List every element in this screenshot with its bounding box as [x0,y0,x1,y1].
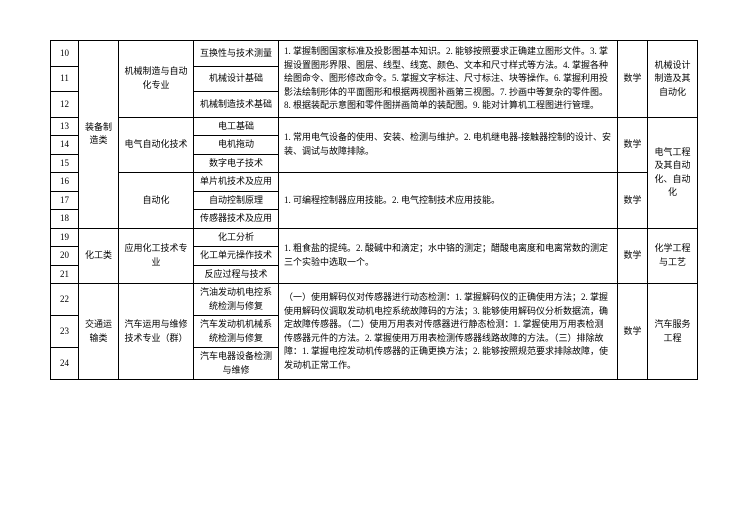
course-cell: 自动控制原理 [194,191,279,210]
major-cell: 自动化 [119,173,194,229]
row-num: 24 [51,348,79,380]
desc-cell: 1. 常用电气设备的使用、安装、检测与维护。2. 电机继电器-接触器控制的设计、… [279,117,618,173]
row-num: 16 [51,173,79,192]
math-cell: 数学 [618,228,648,284]
target-cell: 化学工程与工艺 [648,228,698,284]
course-cell: 机械制造技术基础 [194,92,279,118]
row-num: 21 [51,265,79,284]
course-cell: 汽油发动机电控系统检测与修复 [194,284,279,316]
course-cell: 数字电子技术 [194,154,279,173]
major-cell: 机械制造与自动化专业 [119,41,194,118]
math-cell: 数学 [618,41,648,118]
row-num: 10 [51,41,79,67]
math-cell: 数学 [618,173,648,229]
course-cell: 传感器技术及应用 [194,210,279,229]
table-row: 22 交通运输类 汽车运用与维修技术专业（群） 汽油发动机电控系统检测与修复 （… [51,284,698,316]
row-num: 19 [51,228,79,247]
row-num: 12 [51,92,79,118]
table-row: 16 自动化 单片机技术及应用 1. 可编程控制器应用技能。2. 电气控制技术应… [51,173,698,192]
target-cell: 电气工程及其自动化、自动化 [648,117,698,228]
row-num: 15 [51,154,79,173]
course-cell: 化工单元操作技术 [194,247,279,266]
row-num: 14 [51,136,79,155]
major-cell: 应用化工技术专业 [119,228,194,284]
course-cell: 化工分析 [194,228,279,247]
course-cell: 汽车发动机机械系统检测与修复 [194,316,279,348]
math-cell: 数学 [618,284,648,380]
desc-cell: （一）使用解码仪对传感器进行动态检测：1. 掌握解码仪的正确使用方法；2. 掌握… [279,284,618,380]
category-cell: 化工类 [79,228,119,284]
curriculum-table: 10 装备制造类 机械制造与自动化专业 互换性与技术测量 1. 掌握制图国家标准… [50,40,698,380]
category-cell: 装备制造类 [79,41,119,229]
row-num: 13 [51,117,79,136]
row-num: 20 [51,247,79,266]
table-row: 10 装备制造类 机械制造与自动化专业 互换性与技术测量 1. 掌握制图国家标准… [51,41,698,67]
desc-cell: 1. 粗食盐的提纯。2. 酸碱中和滴定；水中铬的测定；醋酸电离度和电离常数的测定… [279,228,618,284]
math-cell: 数学 [618,117,648,173]
row-num: 11 [51,66,79,92]
major-cell: 汽车运用与维修技术专业（群） [119,284,194,380]
row-num: 23 [51,316,79,348]
major-cell: 电气自动化技术 [119,117,194,173]
target-cell: 汽车服务工程 [648,284,698,380]
row-num: 18 [51,210,79,229]
category-cell: 交通运输类 [79,284,119,380]
course-cell: 单片机技术及应用 [194,173,279,192]
course-cell: 电工基础 [194,117,279,136]
row-num: 17 [51,191,79,210]
target-cell: 机械设计制造及其自动化 [648,41,698,118]
table-row: 13 电气自动化技术 电工基础 1. 常用电气设备的使用、安装、检测与维护。2.… [51,117,698,136]
row-num: 22 [51,284,79,316]
course-cell: 电机拖动 [194,136,279,155]
course-cell: 机械设计基础 [194,66,279,92]
course-cell: 反应过程与技术 [194,265,279,284]
course-cell: 互换性与技术测量 [194,41,279,67]
desc-cell: 1. 可编程控制器应用技能。2. 电气控制技术应用技能。 [279,173,618,229]
desc-cell: 1. 掌握制图国家标准及投影图基本知识。2. 能够按照要求正确建立图形文件。3.… [279,41,618,118]
course-cell: 汽车电器设备检测与维修 [194,348,279,380]
table-row: 19 化工类 应用化工技术专业 化工分析 1. 粗食盐的提纯。2. 酸碱中和滴定… [51,228,698,247]
